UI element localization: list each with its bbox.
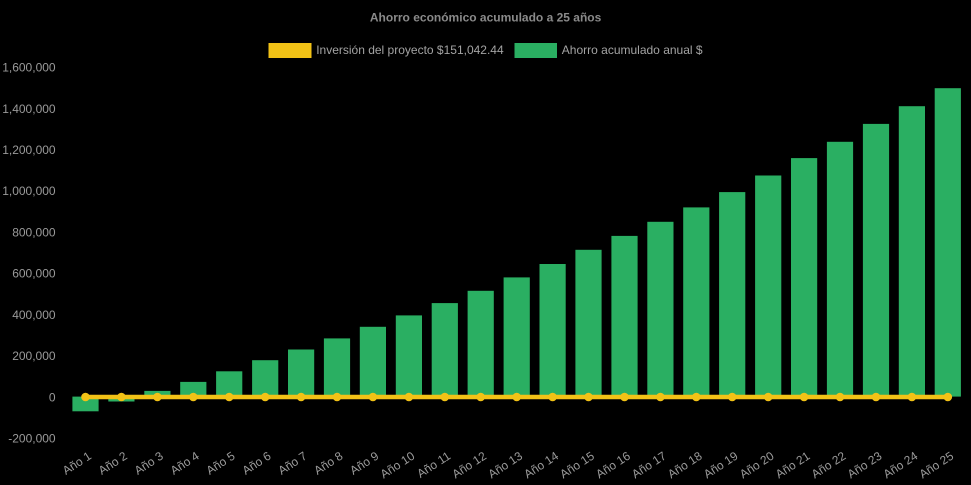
svg-text:Inversión del proyecto $151,04: Inversión del proyecto $151,042.44 (316, 43, 504, 57)
svg-text:1,000,000: 1,000,000 (2, 184, 56, 198)
svg-text:200,000: 200,000 (12, 349, 56, 363)
svg-text:Ahorro económico acumulado a 2: Ahorro económico acumulado a 25 años (370, 11, 602, 25)
svg-text:Ahorro acumulado anual $: Ahorro acumulado anual $ (562, 43, 703, 57)
svg-text:1,600,000: 1,600,000 (2, 61, 56, 75)
svg-text:800,000: 800,000 (12, 225, 56, 239)
svg-text:600,000: 600,000 (12, 267, 56, 281)
svg-text:400,000: 400,000 (12, 308, 56, 322)
svg-text:1,400,000: 1,400,000 (2, 102, 56, 116)
svg-text:1,200,000: 1,200,000 (2, 143, 56, 157)
svg-text:0: 0 (49, 390, 56, 404)
svg-text:-200,000: -200,000 (8, 432, 56, 446)
